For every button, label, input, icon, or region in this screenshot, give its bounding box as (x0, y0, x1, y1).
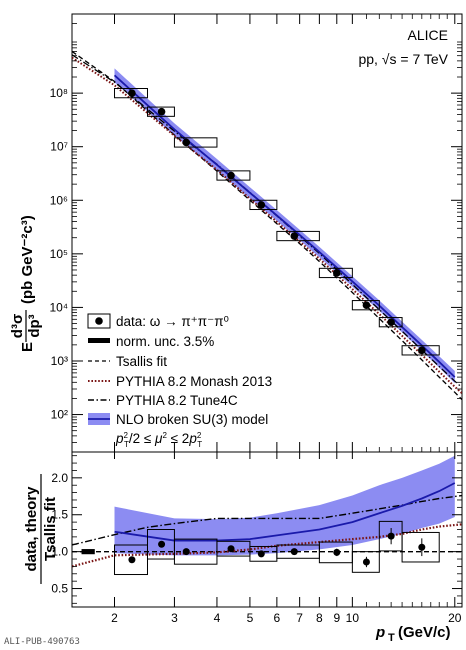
legend-item-tsallis: Tsallis fit (88, 354, 167, 369)
sys-box-bottom (351, 551, 380, 573)
x-tick-label: 3 (171, 611, 178, 625)
top-y-tick-label: 10⁵ (50, 247, 68, 261)
legend-item-norm-unc: norm. unc. 3.5% (88, 334, 214, 349)
legend-item-monash: PYTHIA 8.2 Monash 2013 (88, 374, 272, 389)
top-y-tick-label: 10⁴ (49, 300, 68, 314)
sys-box-top (276, 230, 320, 242)
data-point-top (418, 346, 426, 355)
data-point-bottom (257, 550, 265, 558)
bottom-plot-area (72, 455, 462, 576)
x-tick-label: 4 (214, 611, 221, 625)
svg-text:E: E (19, 342, 36, 352)
axes-ticks: 10² 10³ 10⁴ 10⁵ 10⁶ 10⁷ 10⁸ 0.5 1.0 1.5 2.0 2 3 4 5 6 7 8… (49, 14, 462, 625)
sys-box-top (146, 106, 175, 117)
x-axis-title: p T (GeV/c) (375, 624, 451, 644)
bottom-y-tick-label: 2.0 (51, 471, 68, 485)
svg-text:PYTHIA 8.2 Tune4C: PYTHIA 8.2 Tune4C (116, 393, 238, 408)
data-point-bottom (158, 540, 166, 548)
legend-item-tune4c: PYTHIA 8.2 Tune4C (88, 393, 238, 408)
svg-text:NLO broken SU(3) model: NLO broken SU(3) model (116, 412, 268, 427)
x-tick-label: 20 (448, 611, 462, 625)
top-y-tick-label: 10⁷ (50, 140, 68, 154)
legend-item-data: data: ω → π⁺π⁻π⁰ (87, 313, 230, 329)
svg-text:p: p (375, 624, 385, 641)
svg-text:(pb GeV⁻²c³): (pb GeV⁻²c³) (19, 215, 36, 304)
sys-box-top (351, 300, 380, 311)
publication-id: ALI-PUB-490763 (4, 637, 80, 647)
bottom-y-tick-label: 1.0 (51, 545, 68, 559)
data-point-top (257, 201, 266, 209)
data-point-bottom (418, 543, 426, 551)
legend-item-nlo: NLO broken SU(3) model (88, 412, 268, 427)
data-point-bottom (182, 548, 190, 556)
top-y-tick-label: 10⁸ (50, 86, 68, 100)
x-tick-label: 6 (274, 611, 281, 625)
sys-box-bottom (114, 544, 148, 576)
top-y-tick-label: 10³ (51, 354, 68, 368)
norm-unc-box (81, 549, 95, 555)
curve-bottom-2 (72, 494, 462, 546)
svg-text:data, theory: data, theory (23, 486, 40, 572)
top-y-axis-title: E d³σ dp³ (pb GeV⁻²c³) (9, 215, 43, 352)
nlo-band-bottom (114, 455, 455, 556)
svg-text:dp³: dp³ (26, 314, 43, 337)
data-point-bottom (362, 558, 370, 566)
sys-box-top (318, 267, 353, 279)
nlo-line-bottom (114, 482, 456, 542)
data-point-top (290, 232, 299, 240)
svg-text:Tsallis fit: Tsallis fit (42, 497, 59, 561)
sys-box-top (173, 137, 218, 148)
bottom-y-tick-label: 0.5 (51, 582, 68, 596)
sys-box-top (114, 88, 148, 99)
sys-box-top (249, 199, 278, 211)
svg-text:Tsallis fit: Tsallis fit (116, 354, 167, 369)
bottom-y-tick-label: 1.5 (51, 508, 68, 522)
x-tick-label: 2 (111, 611, 118, 625)
top-y-tick-label: 10⁶ (50, 193, 68, 207)
data-point-top (362, 301, 371, 309)
svg-text:PYTHIA 8.2 Monash 2013: PYTHIA 8.2 Monash 2013 (116, 374, 272, 389)
experiment-label: ALICE (408, 27, 448, 43)
svg-text:norm. unc. 3.5%: norm. unc. 3.5% (116, 334, 214, 349)
data-point-top (128, 89, 136, 97)
svg-text:(GeV/c): (GeV/c) (398, 624, 451, 641)
x-tick-label: 10 (346, 611, 360, 625)
sys-box-top (401, 345, 440, 356)
data-point-bottom (227, 545, 235, 553)
x-tick-label: 8 (316, 611, 323, 625)
data-point-top (332, 269, 341, 277)
data-point-bottom (333, 548, 341, 556)
x-tick-label: 7 (296, 611, 303, 625)
data-point-bottom (128, 556, 136, 564)
top-plot-area (72, 50, 462, 401)
data-point-bottom (387, 532, 395, 540)
svg-text:T: T (388, 632, 395, 644)
sys-box-top (378, 317, 403, 328)
collision-label: pp, √s = 7 TeV (358, 51, 448, 67)
data-point-top (227, 171, 235, 180)
legend: data: ω → π⁺π⁻π⁰ norm. unc. 3.5% Tsallis… (87, 313, 272, 449)
legend-item-scale-range: p2 T/2 ≤ μ2 ≤ 2p2 T (115, 431, 202, 449)
top-y-tick-label: 10² (51, 408, 68, 422)
x-tick-label: 5 (247, 611, 254, 625)
data-point-bottom (290, 548, 298, 556)
data-point-top (182, 138, 191, 147)
curve-top-0 (72, 50, 462, 401)
data-point-top (157, 107, 166, 116)
data-point-top (387, 318, 395, 326)
bottom-y-axis-title: data, theory Tsallis fit (23, 474, 59, 584)
sys-box-bottom (401, 531, 440, 563)
svg-text:data: ω → π⁺π⁻π⁰: data: ω → π⁺π⁻π⁰ (116, 314, 230, 329)
x-tick-label: 9 (333, 611, 340, 625)
sys-box-top (216, 170, 251, 181)
svg-text:d³σ: d³σ (9, 314, 26, 338)
